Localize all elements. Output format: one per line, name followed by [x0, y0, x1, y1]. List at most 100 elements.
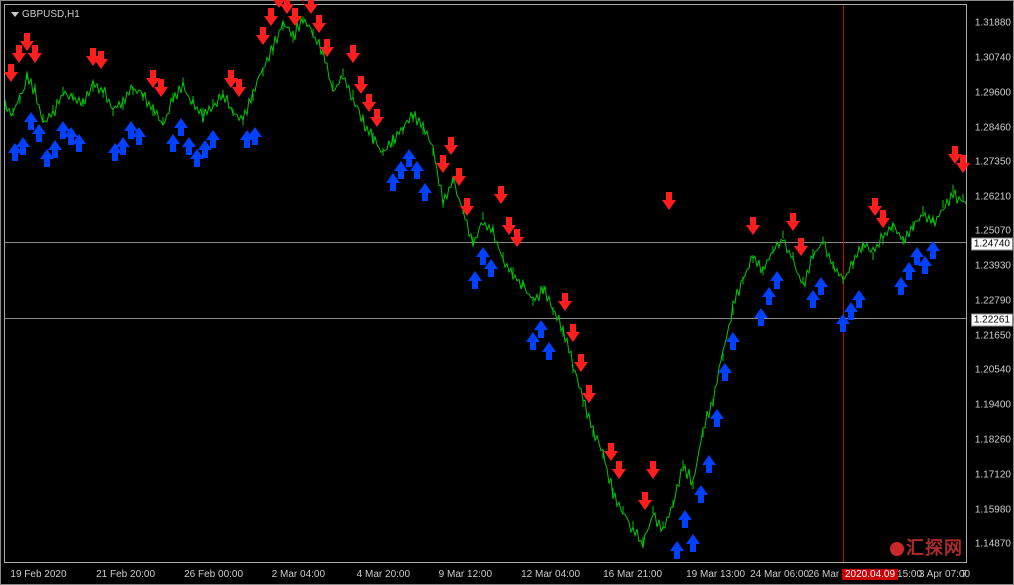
watermark-icon [890, 542, 904, 556]
sell-signal-arrow [494, 186, 508, 204]
buy-signal-arrow [770, 271, 784, 289]
x-tick-label: 7 [961, 569, 967, 580]
y-tick-label: 1.18260 [975, 434, 1011, 445]
buy-signal-arrow [710, 409, 724, 427]
x-tick-label-current: 2020.04.09 [842, 569, 898, 580]
y-tick-label: 1.14870 [975, 538, 1011, 549]
y-tick-label: 1.17120 [975, 469, 1011, 480]
dropdown-icon[interactable] [11, 12, 19, 17]
x-tick-label: 4 Mar 20:00 [357, 569, 410, 580]
sell-signal-arrow [264, 8, 278, 26]
sell-signal-arrow [956, 155, 970, 173]
sell-signal-arrow [746, 217, 760, 235]
buy-signal-arrow [852, 290, 866, 308]
sell-signal-arrow [312, 15, 326, 33]
buy-signal-arrow [894, 277, 908, 295]
price-level-box: 1.24740 [971, 238, 1013, 251]
buy-signal-arrow [534, 320, 548, 338]
sell-signal-arrow [4, 64, 18, 82]
sell-signal-arrow [558, 293, 572, 311]
y-tick-label: 1.29600 [975, 87, 1011, 98]
sell-signal-arrow [452, 168, 466, 186]
x-tick-label: 26 Feb 00:00 [184, 569, 243, 580]
sell-signal-arrow [304, 0, 318, 14]
buy-signal-arrow [814, 277, 828, 295]
buy-signal-arrow [206, 130, 220, 148]
buy-signal-arrow [702, 455, 716, 473]
sell-signal-arrow [444, 137, 458, 155]
buy-signal-arrow [754, 308, 768, 326]
x-tick-label: 16 Mar 21:00 [603, 569, 662, 580]
y-tick-label: 1.27350 [975, 156, 1011, 167]
buy-signal-arrow [116, 137, 130, 155]
plot-area[interactable]: GBPUSD,H1 [4, 4, 967, 563]
y-tick-label: 1.21650 [975, 331, 1011, 342]
sell-signal-arrow [354, 76, 368, 94]
buy-signal-arrow [248, 127, 262, 145]
sell-signal-arrow [786, 213, 800, 231]
x-tick-label: 19 Mar 13:00 [686, 569, 745, 580]
sell-signal-arrow [574, 354, 588, 372]
sell-signal-arrow [346, 45, 360, 63]
y-tick-label: 1.23930 [975, 261, 1011, 272]
sell-signal-arrow [510, 229, 524, 247]
chart-container: 1.31880 1.30740 1.29600 1.28460 1.27350 1.262… [0, 0, 1014, 585]
sell-signal-arrow [794, 238, 808, 256]
sell-signal-arrow [154, 79, 168, 97]
sell-signal-arrow [646, 461, 660, 479]
buy-signal-arrow [132, 127, 146, 145]
buy-signal-arrow [926, 241, 940, 259]
symbol-label: GBPUSD,H1 [22, 9, 80, 20]
buy-signal-arrow [542, 342, 556, 360]
buy-signal-arrow [670, 541, 684, 559]
y-tick-label: 1.26210 [975, 191, 1011, 202]
x-tick-label: 2 Mar 04:00 [272, 569, 325, 580]
sell-signal-arrow [436, 155, 450, 173]
x-tick-label: 12 Mar 04:00 [521, 569, 580, 580]
y-tick-label: 1.20540 [975, 365, 1011, 376]
buy-signal-arrow [174, 118, 188, 136]
sell-signal-arrow [662, 192, 676, 210]
sell-signal-arrow [370, 109, 384, 127]
y-tick-label: 1.22790 [975, 296, 1011, 307]
sell-signal-arrow [320, 39, 334, 57]
y-axis: 1.31880 1.30740 1.29600 1.28460 1.27350 1.262… [966, 4, 1013, 563]
y-tick-label: 1.30740 [975, 52, 1011, 63]
y-tick-label: 1.28460 [975, 122, 1011, 133]
sell-signal-arrow [604, 443, 618, 461]
buy-signal-arrow [16, 137, 30, 155]
x-tick-label: 21 Feb 20:00 [96, 569, 155, 580]
sell-signal-arrow [256, 27, 270, 45]
x-tick-label: 9 Mar 12:00 [439, 569, 492, 580]
x-axis: 19 Feb 2020 21 Feb 20:00 26 Feb 00:00 2 Mar… [4, 564, 967, 584]
sell-signal-arrow [460, 198, 474, 216]
x-tick-label: 19 Feb 2020 [10, 569, 66, 580]
sell-signal-arrow [638, 492, 652, 510]
sell-signal-arrow [566, 324, 580, 342]
buy-signal-arrow [694, 485, 708, 503]
buy-signal-arrow [48, 140, 62, 158]
x-tick-label: 24 Mar 06:00 [750, 569, 809, 580]
buy-signal-arrow [726, 332, 740, 350]
buy-signal-arrow [72, 134, 86, 152]
watermark: 汇探网 [890, 534, 963, 560]
chart-title[interactable]: GBPUSD,H1 [11, 9, 80, 20]
sell-signal-arrow [582, 385, 596, 403]
sell-signal-arrow [28, 45, 42, 63]
price-level-box: 1.22261 [971, 314, 1013, 327]
buy-signal-arrow [718, 363, 732, 381]
y-tick-label: 1.19400 [975, 399, 1011, 410]
buy-signal-arrow [468, 271, 482, 289]
buy-signal-arrow [418, 183, 432, 201]
sell-signal-arrow [94, 51, 108, 69]
y-tick-label: 1.25070 [975, 226, 1011, 237]
buy-signal-arrow [32, 124, 46, 142]
sell-signal-arrow [232, 79, 246, 97]
watermark-text: 汇探网 [906, 538, 963, 558]
sell-signal-arrow [876, 210, 890, 228]
y-tick-label: 1.31880 [975, 17, 1011, 28]
sell-signal-arrow [288, 8, 302, 26]
buy-signal-arrow [410, 161, 424, 179]
buy-signal-arrow [678, 510, 692, 528]
sell-signal-arrow [612, 461, 626, 479]
